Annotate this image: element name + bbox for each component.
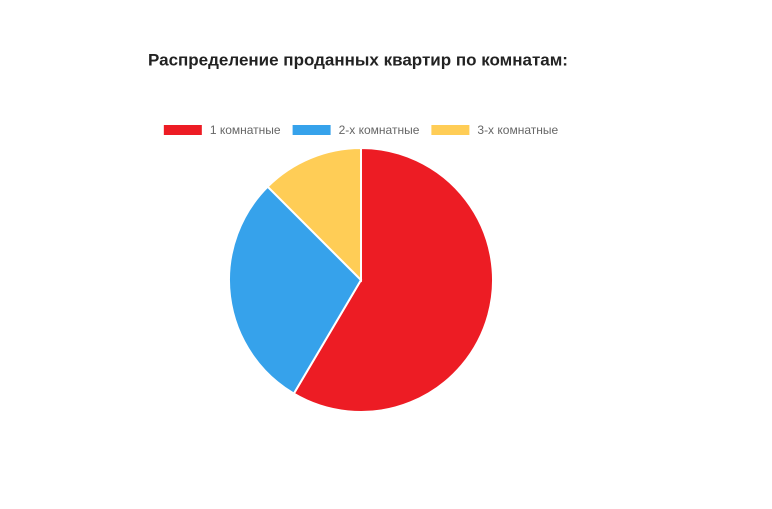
legend-label: 3-х комнатные — [477, 123, 558, 137]
legend-swatch — [431, 125, 470, 135]
legend-label: 2-х комнатные — [339, 123, 420, 137]
legend-swatch — [163, 125, 202, 135]
pie-slice — [266, 146, 362, 283]
chart-title: Распределение проданных квартир по комна… — [148, 50, 568, 69]
legend-swatch — [292, 125, 331, 135]
legend-label: 1 комнатные — [210, 123, 281, 137]
pie-slice — [292, 146, 494, 413]
pie-slice — [228, 185, 363, 395]
